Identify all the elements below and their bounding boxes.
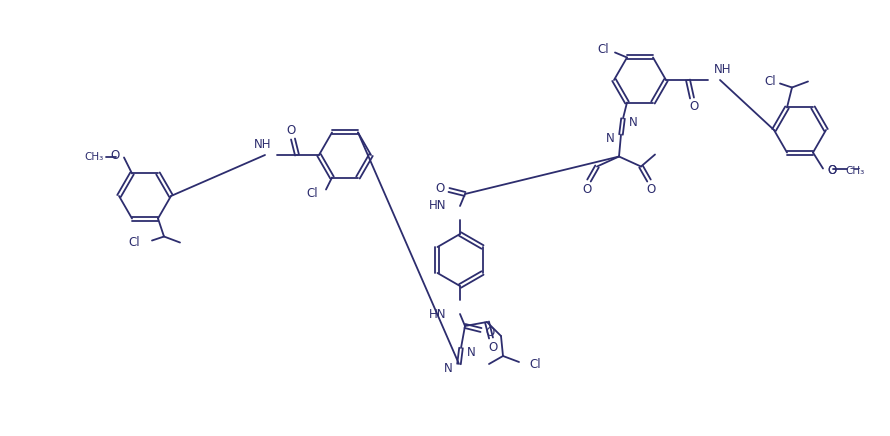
Text: O: O	[485, 326, 495, 338]
Text: NH: NH	[714, 63, 732, 76]
Text: O: O	[489, 341, 498, 354]
Text: N: N	[444, 361, 453, 375]
Text: O: O	[646, 183, 656, 196]
Text: N: N	[467, 345, 476, 358]
Text: Cl: Cl	[765, 75, 776, 88]
Text: O: O	[690, 101, 699, 113]
Text: O: O	[287, 123, 295, 136]
Text: CH₃: CH₃	[845, 166, 864, 176]
Text: O: O	[582, 183, 592, 196]
Text: NH: NH	[254, 138, 271, 151]
Text: O: O	[110, 149, 120, 162]
Text: Cl: Cl	[128, 236, 140, 249]
Text: O: O	[827, 164, 837, 177]
Text: —: —	[849, 164, 860, 174]
Text: CH₃: CH₃	[85, 153, 104, 163]
Text: HN: HN	[428, 308, 446, 321]
Text: Cl: Cl	[306, 187, 318, 200]
Text: O: O	[827, 164, 837, 177]
Text: Cl: Cl	[529, 358, 540, 371]
Text: Cl: Cl	[597, 43, 609, 56]
Text: N: N	[606, 132, 615, 145]
Text: O: O	[435, 181, 445, 194]
Text: N: N	[629, 116, 638, 129]
Text: HN: HN	[428, 199, 446, 212]
